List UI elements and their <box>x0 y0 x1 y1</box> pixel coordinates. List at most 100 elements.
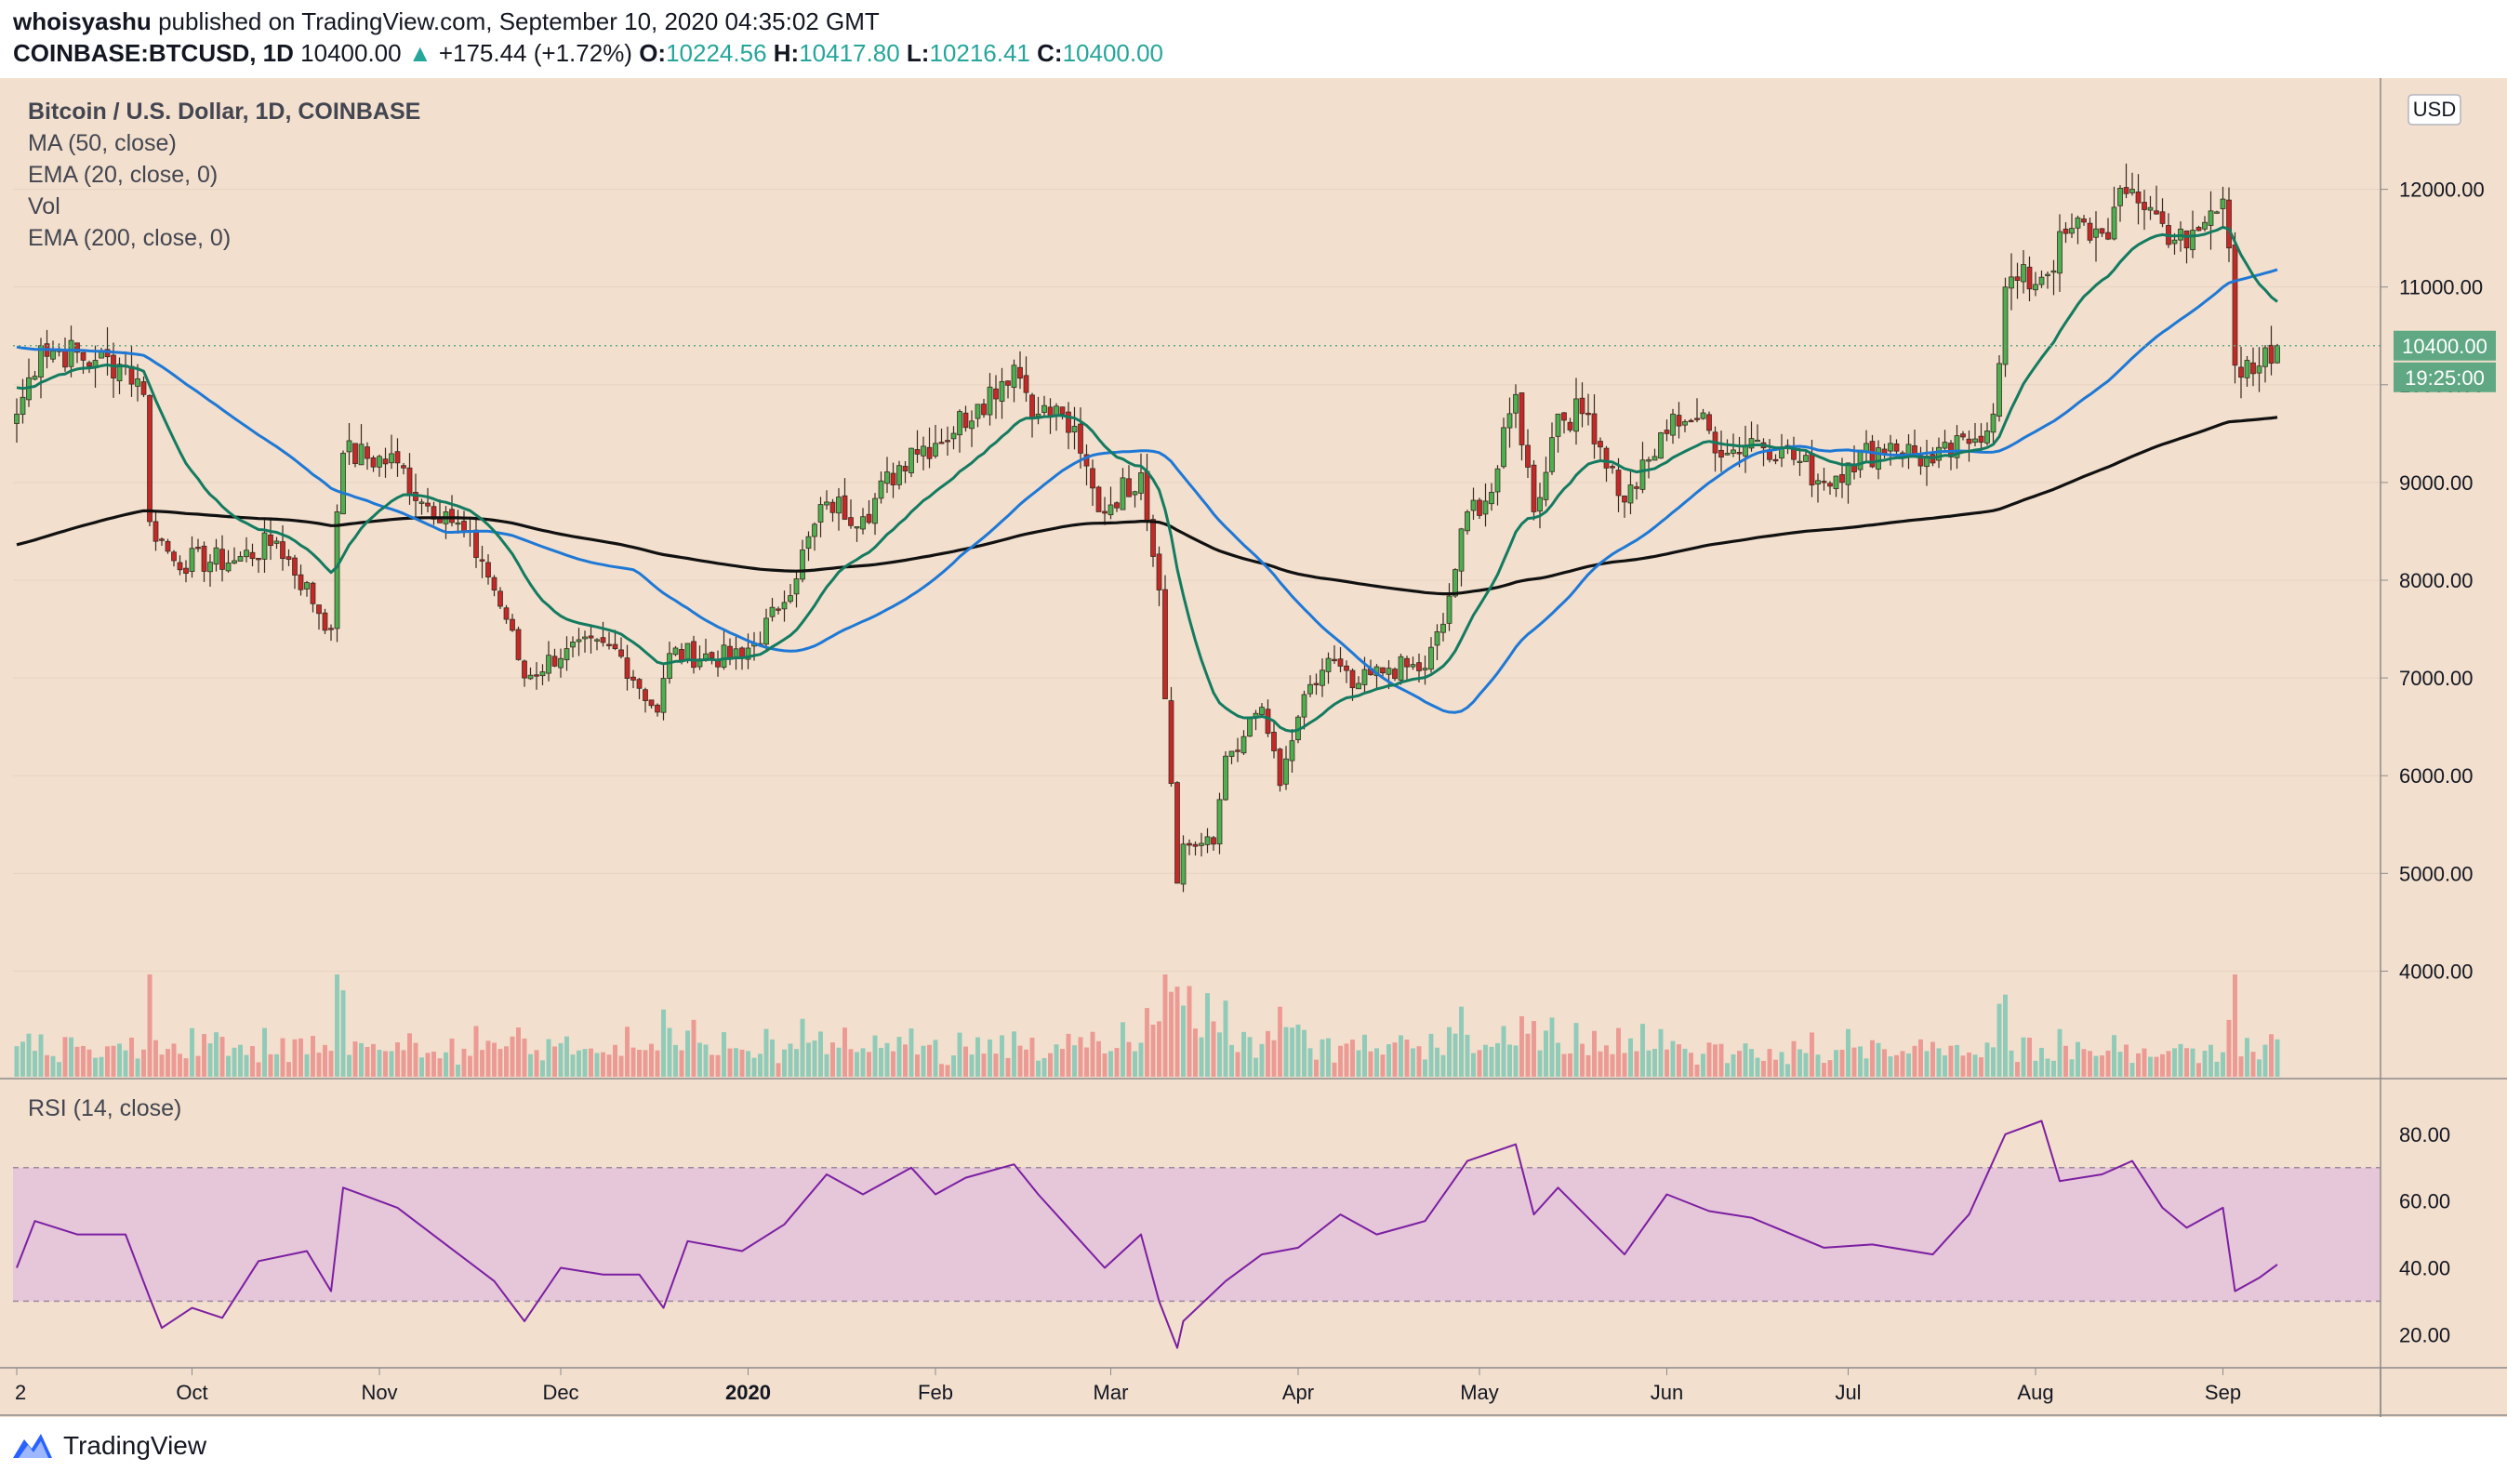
volume-bar <box>1374 1048 1379 1077</box>
volume-bar <box>2081 1049 2087 1077</box>
axis-labels: 4000.00 5000.00 6000.00 7000.00 8000.00 9000.… <box>15 179 2485 1404</box>
candle-body <box>1422 668 1428 670</box>
candle-body <box>1821 481 1827 484</box>
volume-bar <box>1000 1035 1004 1077</box>
candle-body <box>171 551 177 562</box>
volume-bar <box>2093 1055 2099 1077</box>
time-tick-label: Jul <box>1835 1381 1861 1404</box>
ohlc-bar: COINBASE:BTCUSD, 1D 10400.00 ▲ +175.44 (… <box>13 39 1163 68</box>
volume-bar <box>2166 1051 2171 1077</box>
candle-body <box>1095 486 1102 512</box>
candle-body <box>938 442 945 444</box>
candle-body <box>80 351 86 361</box>
volume-bar <box>1761 1060 1766 1077</box>
candle-body <box>316 604 322 615</box>
volume-bar <box>1302 1029 1307 1077</box>
candle-body <box>177 562 183 571</box>
candle-body <box>817 504 824 523</box>
volume-bar <box>2172 1048 2177 1077</box>
candle-body <box>1361 669 1368 685</box>
volume-bar <box>2045 1058 2050 1077</box>
volume-bar <box>1731 1053 1736 1077</box>
volume-bar <box>1133 1051 1137 1077</box>
legend-vol[interactable]: Vol <box>28 193 60 219</box>
candle-body <box>1839 474 1845 484</box>
candle-body <box>2050 270 2057 273</box>
candle-body <box>377 456 382 468</box>
volume-bar <box>468 1055 472 1077</box>
candle-body <box>1893 443 1900 452</box>
candle-body <box>1634 486 1639 489</box>
volume-bar <box>431 1052 436 1077</box>
price-tick-label: 9000.00 <box>2399 471 2474 495</box>
candle-body <box>660 678 667 713</box>
volume-bar <box>250 1046 255 1077</box>
candle-body <box>1494 468 1501 493</box>
volume-bar <box>1041 1057 1047 1077</box>
candle-body <box>933 443 938 457</box>
candle-body <box>1138 471 1144 494</box>
candle-body <box>449 509 455 523</box>
volume-bar <box>359 1042 364 1077</box>
price-chart[interactable]: 4000.00 5000.00 6000.00 7000.00 8000.00 9000.… <box>0 78 2507 1417</box>
candle-body <box>2135 191 2142 204</box>
volume-bar <box>190 1027 194 1077</box>
candle-body <box>165 540 171 552</box>
candle-body <box>1240 735 1247 754</box>
candle-body <box>2038 276 2045 285</box>
candle-body <box>2002 286 2009 365</box>
candle-body <box>1990 413 1996 433</box>
volume-bar <box>1912 1045 1917 1077</box>
volume-bar <box>1652 1048 1657 1077</box>
volume-bar <box>413 1042 418 1077</box>
candle-body <box>1561 412 1567 421</box>
up-triangle-icon: ▲ <box>407 39 432 67</box>
last-price-label: 10400.00 <box>2402 335 2487 358</box>
candle-body <box>1966 438 1972 444</box>
candle-body <box>987 386 993 416</box>
candle-body <box>788 595 793 603</box>
volume-bar <box>1350 1040 1355 1077</box>
candle-body <box>570 642 576 648</box>
candle-body <box>1005 380 1011 386</box>
volume-bar <box>1767 1049 1772 1077</box>
volume-bar <box>1749 1049 1754 1077</box>
candle-body <box>624 657 630 679</box>
legend-ema200[interactable]: EMA (200, close, 0) <box>28 225 231 251</box>
currency-badge[interactable]: USD <box>2408 94 2461 126</box>
volume-bar <box>1193 1028 1198 1077</box>
rsi-tick-label: 20.00 <box>2399 1323 2450 1346</box>
legend-rsi[interactable]: RSI (14, close) <box>28 1095 181 1121</box>
volume-bar <box>123 1050 128 1077</box>
volume-bar <box>62 1037 68 1077</box>
legend-ema20[interactable]: EMA (20, close, 0) <box>28 162 218 188</box>
volume-bar <box>1096 1040 1101 1077</box>
time-tick-label: Aug <box>2017 1381 2053 1404</box>
tradingview-logo[interactable]: TradingView <box>11 1430 206 1462</box>
volume-bar <box>20 1041 25 1077</box>
volume-bar <box>407 1033 412 1077</box>
candle-body <box>249 551 256 560</box>
volume-bar <box>1955 1044 1959 1077</box>
candle-body <box>1482 500 1489 515</box>
volume-bar <box>50 1055 56 1077</box>
volume-bar <box>836 1047 842 1077</box>
volume-bar <box>2124 1044 2129 1077</box>
volume-bar <box>1012 1031 1016 1077</box>
volume-bar <box>800 1018 805 1077</box>
legend-ma50[interactable]: MA (50, close) <box>28 130 177 156</box>
volume-bar <box>589 1048 593 1077</box>
volume-bar <box>1701 1053 1705 1077</box>
volume-bar <box>340 990 346 1077</box>
volume-bar <box>389 1051 394 1077</box>
volume-bar <box>2257 1059 2262 1077</box>
volume-bar <box>1519 1015 1524 1077</box>
candle-body <box>1416 662 1422 671</box>
candle-body <box>322 612 328 631</box>
candle-body <box>1078 423 1083 454</box>
candle-body <box>1458 528 1465 572</box>
volume-bar <box>722 1032 726 1077</box>
author-name[interactable]: whoisyashu <box>13 7 152 35</box>
candle-body <box>1320 669 1325 686</box>
volume-bar <box>111 1045 116 1077</box>
